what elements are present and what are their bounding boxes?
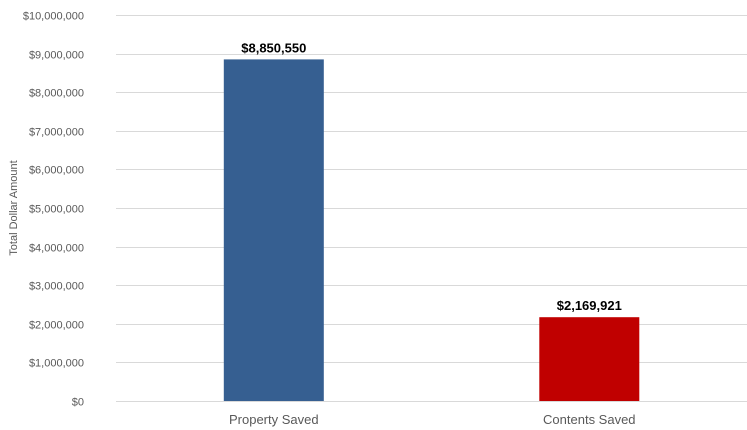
data-labels: $8,850,550 $2,169,921 <box>241 40 622 313</box>
y-tick-label: $10,000,000 <box>23 11 84 23</box>
y-tick-label: $0 <box>72 397 84 409</box>
data-label: $8,850,550 <box>241 40 306 55</box>
y-tick-label: $1,000,000 <box>29 358 84 370</box>
x-category-label: Property Saved <box>229 412 319 427</box>
y-tick-label: $3,000,000 <box>29 281 84 293</box>
y-tick-label: $2,000,000 <box>29 320 84 332</box>
y-tick-label: $4,000,000 <box>29 243 84 255</box>
y-tick-label: $5,000,000 <box>29 204 84 216</box>
data-label: $2,169,921 <box>557 298 622 313</box>
y-tick-label: $9,000,000 <box>29 50 84 62</box>
y-tick-label: $8,000,000 <box>29 88 84 100</box>
y-axis-tick-labels: $0 $1,000,000 $2,000,000 $3,000,000 $4,000,0… <box>23 11 84 409</box>
y-axis-title: Total Dollar Amount <box>8 160 20 255</box>
y-tick-label: $7,000,000 <box>29 127 84 139</box>
bar-property-saved <box>223 59 324 402</box>
bars <box>223 59 640 402</box>
x-axis-category-labels: Property Saved Contents Saved <box>229 412 636 427</box>
x-category-label: Contents Saved <box>543 412 636 427</box>
y-tick-label: $6,000,000 <box>29 165 84 177</box>
gridlines <box>116 15 747 402</box>
bar-contents-saved <box>539 317 640 401</box>
